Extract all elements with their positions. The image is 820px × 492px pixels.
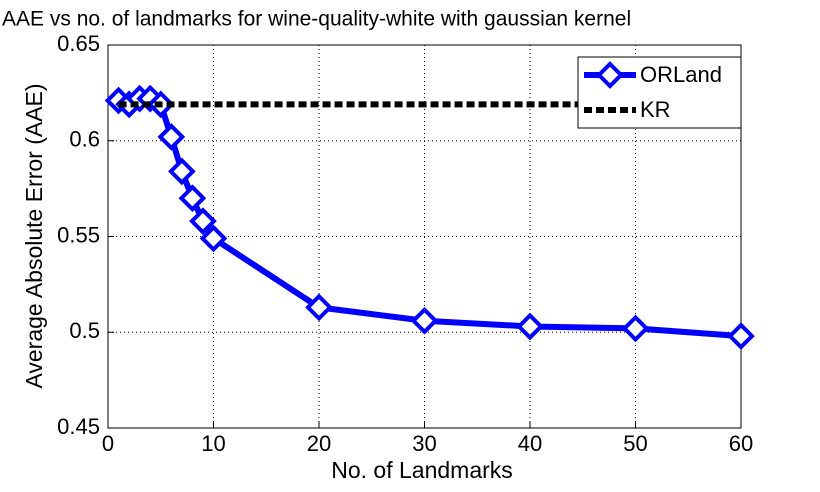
y-tick-label: 0.45 [57, 414, 100, 439]
marker [157, 123, 186, 151]
legend-marker [596, 61, 624, 89]
x-tick-label: 30 [412, 431, 436, 456]
marker [189, 207, 217, 236]
marker [516, 312, 544, 341]
legend-label: KR [640, 97, 671, 122]
chart-title: AAE vs no. of landmarks for wine-quality… [2, 8, 631, 31]
marker [727, 322, 755, 350]
x-tick-label: 40 [518, 431, 542, 456]
marker [305, 293, 333, 322]
y-tick-label: 0.55 [57, 222, 100, 247]
marker [410, 306, 439, 335]
legend-label: ORLand [640, 62, 722, 87]
y-tick-label: 0.5 [69, 318, 100, 343]
x-tick-label: 60 [729, 431, 753, 456]
x-tick-label: 10 [201, 431, 225, 456]
y-tick-label: 0.65 [57, 31, 100, 56]
y-tick-label: 0.6 [69, 127, 100, 152]
x-axis-label: No. of Landmarks [331, 457, 513, 483]
marker [168, 157, 196, 186]
marker [178, 184, 207, 213]
marker [199, 224, 228, 253]
marker [621, 314, 650, 343]
x-tick-label: 50 [623, 431, 647, 456]
axes-box [107, 44, 742, 429]
x-tick-label: 0 [102, 431, 114, 456]
x-tick-label: 20 [307, 431, 331, 456]
y-axis-label: Average Absolute Error (AAE) [21, 83, 47, 388]
